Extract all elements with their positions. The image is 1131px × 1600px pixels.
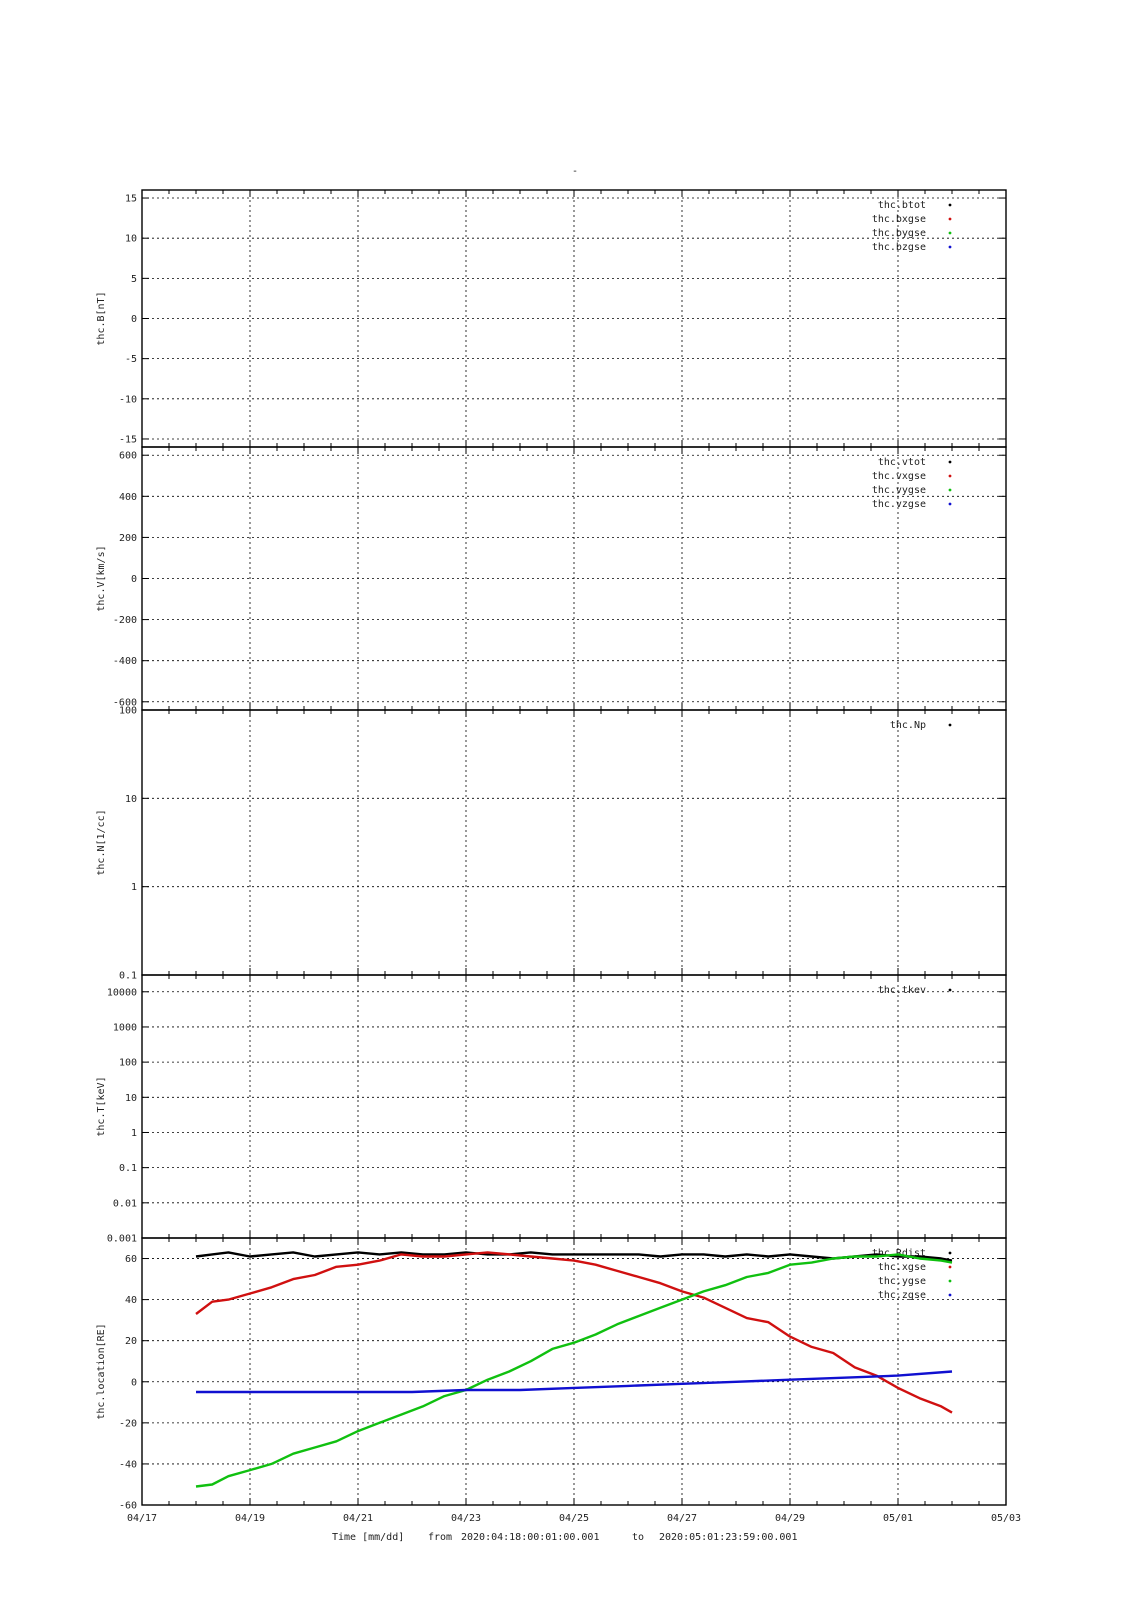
series-line <box>195 1251 953 1414</box>
y-tick-label: 20 <box>125 1336 137 1347</box>
y-axis-label: thc.location[RE] <box>96 1323 107 1419</box>
footer-from-label: from <box>428 1532 452 1543</box>
y-tick-label: -5 <box>125 354 137 365</box>
chart-panels: 151050-5-10-15thc.B[nT]thc.btotthc.bxgse… <box>96 189 1021 1524</box>
y-tick-label: -20 <box>119 1418 137 1429</box>
y-tick-label: 10 <box>125 1093 137 1104</box>
y-tick-label: 100 <box>119 1058 137 1069</box>
y-tick-label: 10 <box>125 234 137 245</box>
y-axis-label: thc.B[nT] <box>96 291 107 345</box>
legend-label: thc.vxgse <box>872 471 926 482</box>
chart-footer: Time [mm/dd] from 2020:04:18:00:01:00.00… <box>332 1532 797 1543</box>
legend-label: thc.vygse <box>872 485 926 496</box>
panel-2: 600 400 200 0 -200 -400 -600 thc.V[km/s] thc.vto… <box>96 446 1007 711</box>
legend-label: thc.zgse <box>878 1290 926 1301</box>
y-tick-label: 0 <box>131 314 137 325</box>
legend-marker <box>948 203 952 207</box>
legend-marker <box>948 1293 952 1297</box>
panel-3: 100 10 1 0.1 thc.N[1/cc] thc.Np <box>96 706 1007 982</box>
legend-marker <box>948 1265 952 1269</box>
legend-marker <box>948 245 952 249</box>
x-tick-label: 04/21 <box>343 1513 373 1524</box>
y-tick-label: -60 <box>119 1501 137 1512</box>
x-axis: 04/17 04/19 04/21 04/23 04/25 04/27 04/29 05/01… <box>127 1513 1021 1524</box>
y-axis-label: thc.N[1/cc] <box>96 809 107 875</box>
y-tick-label: 0 <box>131 574 137 585</box>
x-tick-label: 04/19 <box>235 1513 265 1524</box>
legend-marker <box>948 460 952 464</box>
page-title: - <box>572 166 578 177</box>
legend-label: thc.btot <box>878 200 926 211</box>
y-tick-label: -600 <box>113 697 137 708</box>
y-tick-label: -10 <box>119 394 137 405</box>
y-tick-label: 40 <box>125 1295 137 1306</box>
series-line <box>195 1253 953 1488</box>
x-tick-label: 05/01 <box>883 1513 913 1524</box>
y-tick-label: -40 <box>119 1459 137 1470</box>
legend-marker <box>948 217 952 221</box>
series-line <box>196 1370 953 1394</box>
x-tick-label: 04/17 <box>127 1513 157 1524</box>
y-tick-label: 0.1 <box>119 971 137 982</box>
footer-from-value: 2020:04:18:00:01:00.001 <box>461 1532 599 1543</box>
x-tick-label: 04/27 <box>667 1513 697 1524</box>
y-tick-label: 10 <box>125 794 137 805</box>
panel-5: 6040200-20-40-60thc.location[RE]thc.Rdis… <box>96 1237 1007 1512</box>
x-tick-label: 04/29 <box>775 1513 805 1524</box>
y-tick-label: 100 <box>119 706 137 717</box>
legend-label: thc.vzgse <box>872 499 926 510</box>
legend-marker <box>948 231 952 235</box>
footer-time-label: Time [mm/dd] <box>332 1532 404 1543</box>
x-tick-label: 04/25 <box>559 1513 589 1524</box>
legend-marker <box>948 502 952 506</box>
y-tick-label: 0.01 <box>113 1198 137 1209</box>
x-tick-label: 05/03 <box>991 1513 1021 1524</box>
y-tick-label: 0 <box>131 1377 137 1388</box>
legend-label: thc.bxgse <box>872 214 926 225</box>
y-tick-label: 15 <box>125 194 137 205</box>
legend-label: thc.vtot <box>878 457 926 468</box>
y-tick-label: 200 <box>119 533 137 544</box>
y-tick-label: -200 <box>113 615 137 626</box>
x-tick-label: 04/23 <box>451 1513 481 1524</box>
legend-label: thc.bygse <box>872 228 926 239</box>
legend-marker <box>948 488 952 492</box>
footer-to-label: to <box>632 1532 644 1543</box>
y-tick-label: 0.1 <box>119 1163 137 1174</box>
legend-marker <box>948 474 952 478</box>
legend-marker <box>948 1279 952 1283</box>
y-tick-label: 1 <box>131 882 137 893</box>
legend-marker <box>948 1251 952 1255</box>
panel-1: 15 10 5 0 -5 -10 -15 thc.B[nT] thc.btot thc.bxgse… <box>96 189 1007 448</box>
y-tick-label: 600 <box>119 451 137 462</box>
y-axis-label: thc.T[keV] <box>96 1076 107 1136</box>
legend-marker <box>948 988 952 992</box>
y-tick-label: 1000 <box>113 1022 137 1033</box>
y-tick-label: 5 <box>131 274 137 285</box>
y-tick-label: 10000 <box>107 987 137 998</box>
y-tick-label: 400 <box>119 492 137 503</box>
legend-label: thc.xgse <box>878 1262 926 1273</box>
legend-label: thc.ygse <box>878 1276 926 1287</box>
panel-4: 10000 1000 100 10 1 0.1 0.01 0.001 thc.T[keV] thc… <box>96 974 1007 1245</box>
y-axis-label: thc.V[km/s] <box>96 545 107 611</box>
y-tick-label: 0.001 <box>107 1234 137 1245</box>
legend-label: thc.bzgse <box>872 242 926 253</box>
legend-label: thc.Np <box>890 720 926 731</box>
legend-label: thc.tkev <box>878 985 926 996</box>
y-tick-label: 1 <box>131 1128 137 1139</box>
footer-to-value: 2020:05:01:23:59:00.001 <box>659 1532 797 1543</box>
legend-marker <box>948 723 952 727</box>
y-tick-label: -400 <box>113 656 137 667</box>
y-tick-label: -15 <box>119 434 137 445</box>
y-tick-label: 60 <box>125 1254 137 1265</box>
